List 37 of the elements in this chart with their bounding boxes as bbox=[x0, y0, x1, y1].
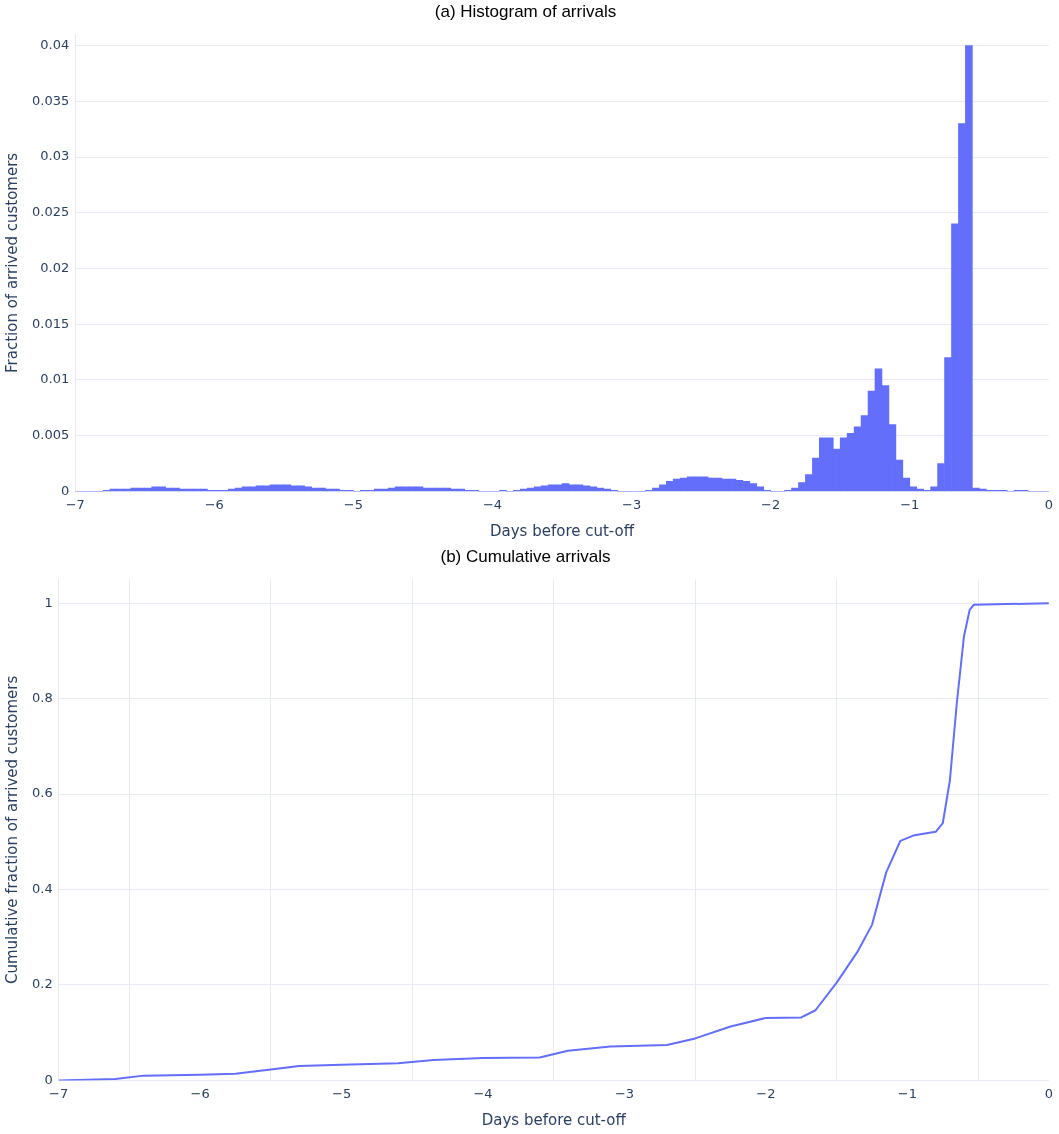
y-tick-label: 0.6 bbox=[31, 785, 53, 801]
x-tick-label: −6 bbox=[190, 1085, 210, 1101]
y-tick-label: 0.04 bbox=[40, 36, 70, 52]
x-tick-label: −3 bbox=[622, 496, 642, 512]
y-tick-label: 0.015 bbox=[32, 315, 70, 331]
y-axis-title: Cumulative fraction of arrived customers bbox=[2, 675, 21, 985]
x-tick-label: 0 bbox=[1044, 496, 1054, 512]
x-tick-label: 0 bbox=[1044, 1085, 1054, 1101]
y-tick-label: 0.02 bbox=[40, 259, 70, 275]
x-tick-label: −5 bbox=[332, 1085, 352, 1101]
x-tick-label: −7 bbox=[65, 496, 85, 512]
x-tick-label: −1 bbox=[900, 496, 920, 512]
y-tick-label: 0.035 bbox=[32, 92, 70, 108]
y-tick-label: 0.01 bbox=[40, 371, 70, 387]
y-tick-label: 0.005 bbox=[32, 427, 70, 443]
y-axis-title: Fraction of arrived customers bbox=[2, 152, 21, 373]
y-tick-label: 0 bbox=[44, 1071, 53, 1087]
y-tick-label: 0.03 bbox=[40, 148, 70, 164]
y-tick-label: 0 bbox=[60, 482, 70, 498]
x-tick-label: −1 bbox=[897, 1085, 917, 1101]
y-tick-label: 1 bbox=[44, 594, 53, 610]
x-tick-label: −4 bbox=[473, 1085, 493, 1101]
x-tick-label: −3 bbox=[614, 1085, 635, 1101]
chart-title: (b) Cumulative arrivals bbox=[440, 546, 611, 566]
y-tick-label: 0.8 bbox=[31, 690, 53, 706]
x-axis-title: Days before cut-off bbox=[481, 1110, 627, 1129]
y-tick-label: 0.025 bbox=[32, 204, 70, 220]
x-tick-label: −4 bbox=[482, 496, 503, 512]
x-tick-label: −7 bbox=[49, 1085, 69, 1101]
y-tick-label: 0.2 bbox=[31, 976, 53, 992]
x-tick-label: −5 bbox=[343, 496, 363, 512]
y-tick-label: 0.4 bbox=[31, 880, 53, 896]
chart-title: (a) Histogram of arrivals bbox=[434, 1, 617, 21]
x-axis-title: Days before cut-off bbox=[489, 521, 635, 540]
x-tick-label: −6 bbox=[204, 496, 224, 512]
x-tick-label: −2 bbox=[761, 496, 781, 512]
x-tick-label: −2 bbox=[756, 1085, 776, 1101]
